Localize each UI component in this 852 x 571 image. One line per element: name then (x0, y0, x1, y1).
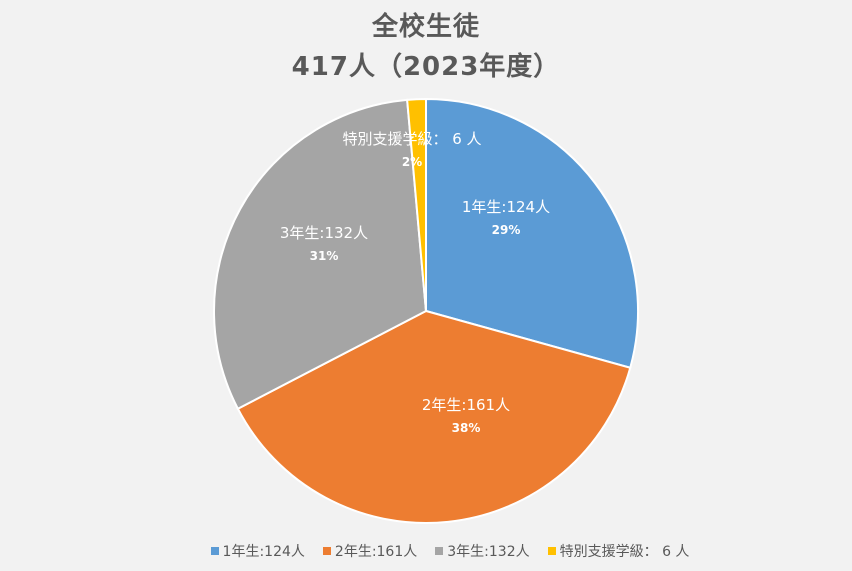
slice-label-3: 3年生:132人 (280, 224, 368, 242)
slice-percent-1: 29% (492, 223, 521, 237)
legend-label-2: 2年生:161人 (334, 544, 418, 560)
legend-label-1: 1年生:124人 (222, 544, 305, 560)
chart-title-line-1: 全校生徒 (371, 12, 480, 42)
pie-slice-4 (406, 97, 427, 312)
legend-item-1: 1年生:124人 (210, 541, 305, 561)
legend-swatch-3 (435, 547, 444, 555)
legend-label-3: 3年生:132人 (447, 544, 530, 560)
pie-labels: 1年生:124人 29% 2年生:161人 38% 3年生:132人 31% 特別支援学級：… (280, 130, 550, 435)
pie-slices (213, 97, 639, 524)
legend-item-2: 2年生:161人 (322, 541, 418, 561)
pie-slice-3 (213, 98, 428, 411)
slice-label-4: 特別支援学級： 6 人 (342, 130, 481, 148)
pie-slice-2 (236, 309, 632, 524)
legend-label-4: 特別支援学級： 6 人 (559, 544, 690, 560)
legend-item-3: 3年生:132人 (435, 541, 530, 561)
legend-swatch-4 (547, 547, 556, 555)
legend: 1年生:124人 2年生:161人 3年生:132人 特別支援学級： 6 人 (150, 540, 750, 562)
slice-percent-2: 38% (452, 421, 481, 435)
legend-item-4: 特別支援学級： 6 人 (547, 541, 690, 561)
chart-title-line-2: 417人（2023年度） (291, 52, 561, 82)
slice-label-2: 2年生:161人 (422, 396, 510, 414)
slice-label-1: 1年生:124人 (462, 198, 550, 216)
legend-swatch-2 (322, 547, 331, 555)
legend-swatch-1 (210, 547, 219, 555)
slice-percent-4: 2% (402, 155, 422, 169)
slice-percent-3: 31% (310, 249, 339, 263)
pie-slice-1 (425, 97, 639, 369)
